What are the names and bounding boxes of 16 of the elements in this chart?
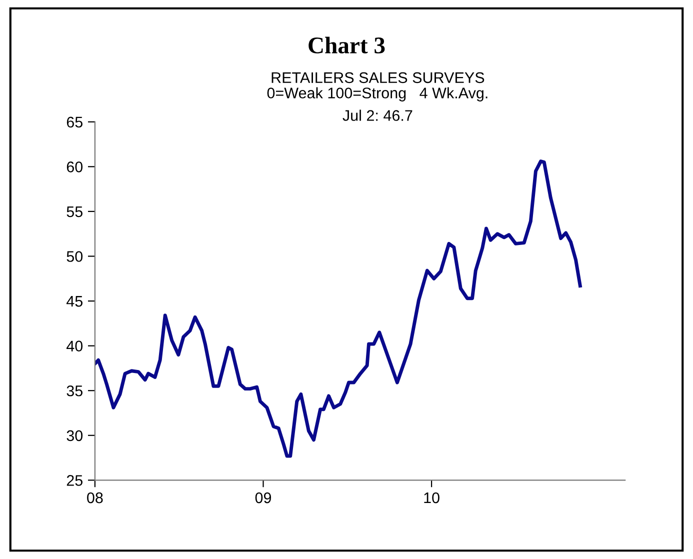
y-tick-label: 35 xyxy=(66,385,82,396)
y-tick-label: 60 xyxy=(66,162,83,172)
x-tick-label: 10 xyxy=(424,492,440,504)
y-tick-label: 65 xyxy=(66,116,82,128)
line-series xyxy=(94,160,582,458)
y-tick-label: 25 xyxy=(66,475,82,486)
y-tick-label: 55 xyxy=(66,206,82,218)
y-tick-label: 50 xyxy=(66,251,83,262)
text: Jul 2: 46.7 xyxy=(342,110,412,121)
chart-subtitle: RETAILERS SALES SURVEYS 0=Weak 100=Strong 4 Wk.Avg. xyxy=(267,72,488,102)
y-tick-label: 40 xyxy=(66,340,83,352)
y-tick-label: 30 xyxy=(66,430,83,442)
y-tick-label: 45 xyxy=(66,296,82,307)
chart-title: Chart 3 xyxy=(308,36,385,54)
x-tick-label: 08 xyxy=(87,492,103,504)
x-tick-label: 09 xyxy=(255,492,272,504)
